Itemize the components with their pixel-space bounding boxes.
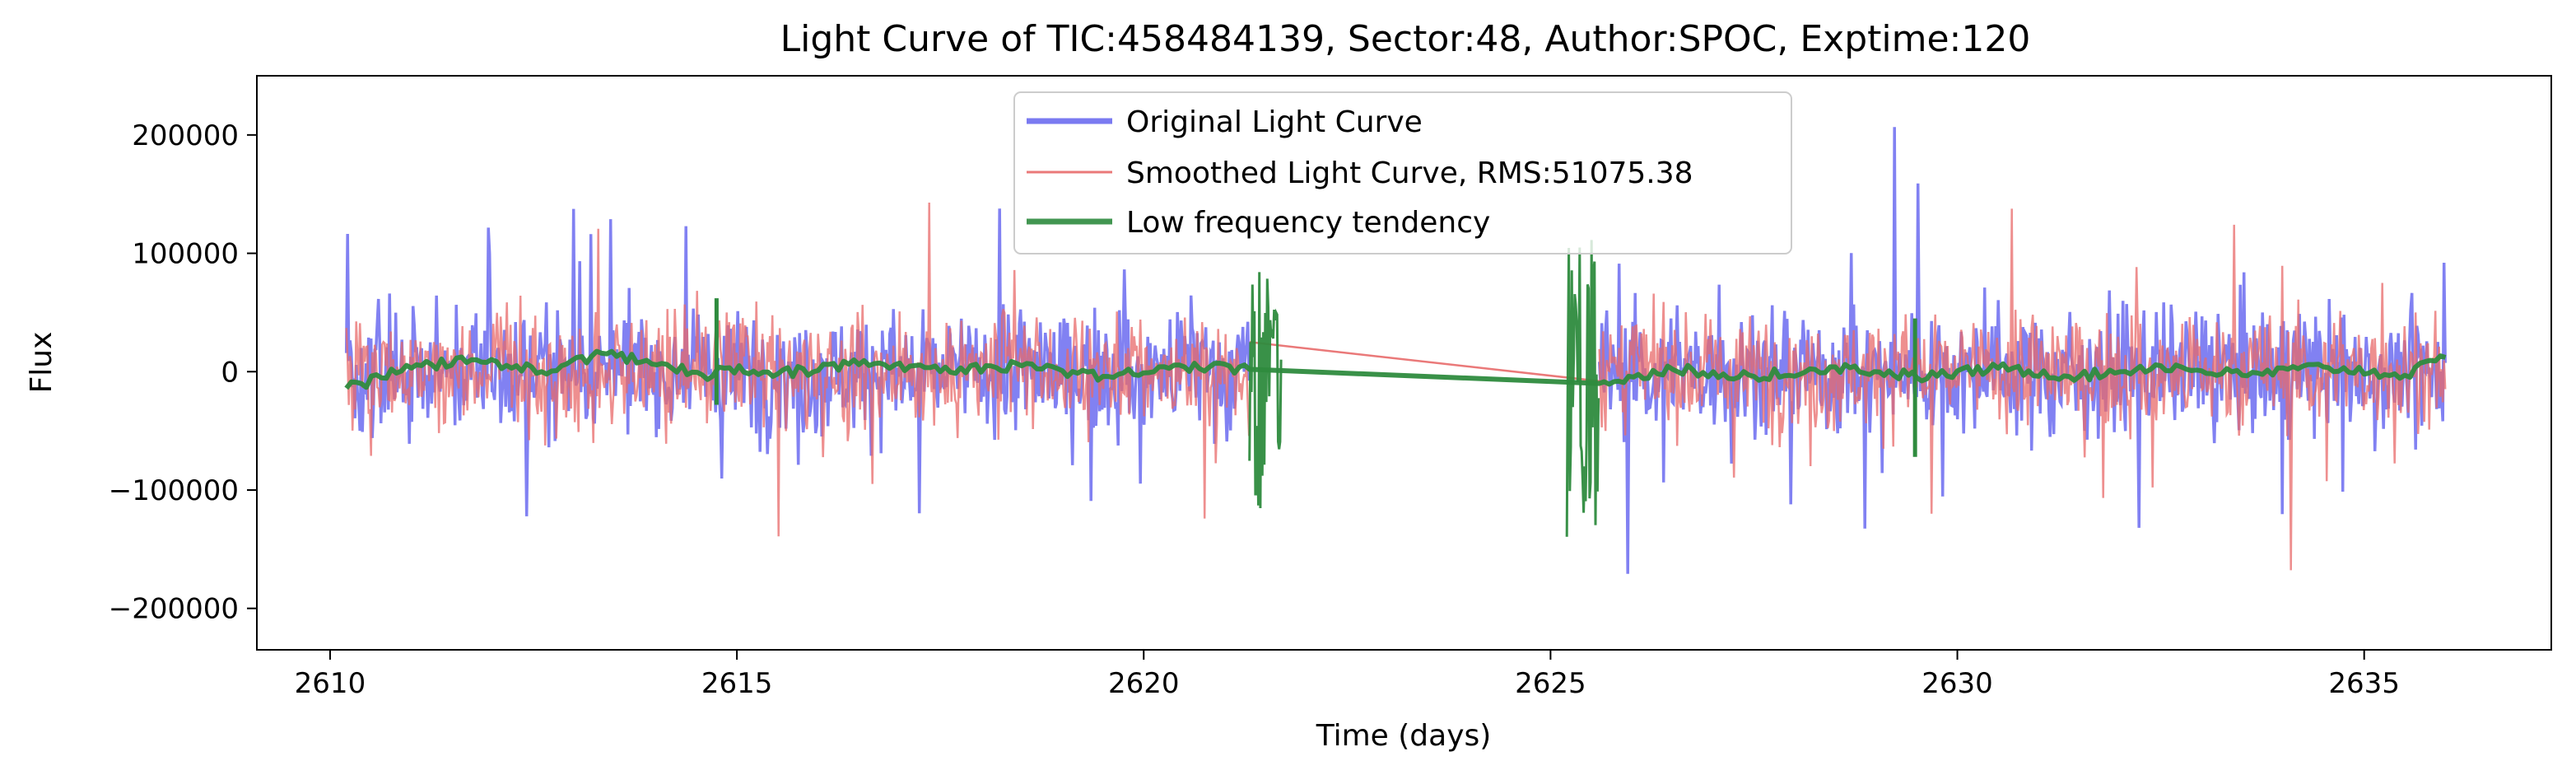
x-tick-label: 2625 <box>1515 667 1586 700</box>
x-tick-label: 2620 <box>1108 667 1180 700</box>
y-axis: −200000 −100000 0 100000 200000 <box>109 119 257 626</box>
legend-label-smoothed: Smoothed Light Curve, RMS:51075.38 <box>1126 156 1693 190</box>
series-smoothed-gap-line <box>1249 341 1600 383</box>
y-axis-label: Flux <box>25 332 58 394</box>
x-axis-label: Time (days) <box>1316 719 1492 753</box>
x-tick-label: 2615 <box>701 667 773 700</box>
series-trend-line <box>344 348 2447 390</box>
x-tick-label: 2635 <box>2328 667 2400 700</box>
legend-label-original: Original Light Curve <box>1126 105 1423 139</box>
x-axis: 2610 2615 2620 2625 2630 2635 <box>295 650 2400 700</box>
y-tick-label: −100000 <box>109 474 239 507</box>
x-tick-label: 2610 <box>295 667 366 700</box>
y-tick-label: 0 <box>221 356 239 389</box>
y-tick-label: 100000 <box>132 238 239 271</box>
x-tick-label: 2630 <box>1922 667 1993 700</box>
y-tick-label: −200000 <box>109 593 239 626</box>
chart-title: Light Curve of TIC:458484139, Sector:48,… <box>780 18 2031 60</box>
legend-label-trend: Low frequency tendency <box>1126 206 1490 240</box>
series-trend-gap-burst <box>1565 240 1600 537</box>
legend-frame <box>1013 91 1792 254</box>
series-trend-gap-burst <box>1248 272 1283 509</box>
plot-frame <box>256 75 2552 651</box>
plot-area <box>256 75 2552 651</box>
legend: Original Light Curve Smoothed Light Curv… <box>1013 91 1792 254</box>
y-tick-label: 200000 <box>132 119 239 152</box>
